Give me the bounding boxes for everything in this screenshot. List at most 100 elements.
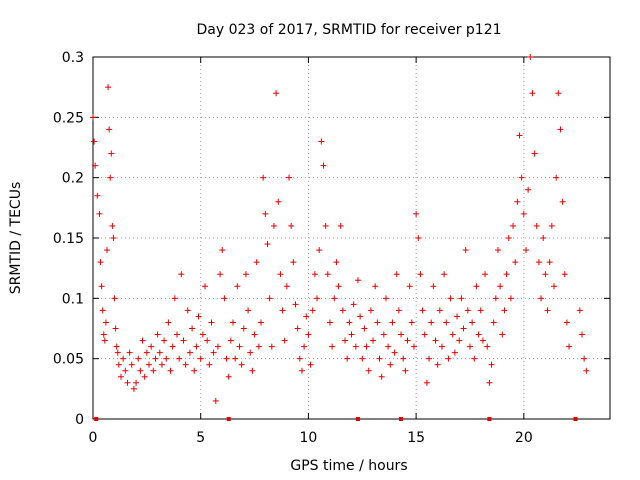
data-point [505,235,512,241]
data-point [281,337,288,344]
data-point [410,343,417,350]
data-point [393,271,400,278]
data-point [247,349,254,356]
data-point [553,174,560,181]
y-tick-label: 0.15 [53,231,84,247]
data-point [283,283,290,290]
data-point [197,355,204,362]
data-point [451,349,458,356]
data-point [219,247,226,254]
data-point [230,319,237,326]
data-point [96,210,103,217]
data-point [161,337,168,344]
data-point [266,295,273,302]
data-point [544,307,551,314]
data-point [189,325,196,332]
data-point [186,349,193,356]
data-point [204,337,211,344]
data-point [389,319,396,326]
data-point [114,349,121,356]
data-point [466,343,473,350]
x-axis-label: GPS time / hours [290,458,407,474]
data-point [275,198,282,205]
data-point [294,325,301,332]
data-point [576,307,583,314]
data-point [108,150,115,157]
data-point [469,319,476,326]
data-point [473,283,480,290]
data-point [331,295,338,302]
data-point [512,259,519,266]
axis-marker [487,417,492,421]
data-point [245,307,252,314]
chart-title: Day 023 of 2017, SRMTID for receiver p12… [196,22,501,38]
data-point [333,259,340,266]
data-point [94,192,101,199]
data-point [454,313,461,320]
data-point [165,319,172,326]
data-point [176,355,183,362]
data-point [372,283,379,290]
data-point [486,379,493,386]
data-point [107,174,114,181]
data-point [426,355,433,362]
data-point [208,319,215,326]
data-point [578,331,585,338]
data-point [408,319,415,326]
data-point [110,235,117,241]
data-point [376,355,383,362]
data-point [443,319,450,326]
data-point [417,271,424,278]
data-point [223,355,230,362]
data-point [128,361,135,368]
data-point [122,367,129,374]
data-point [141,373,148,380]
data-point [494,247,501,254]
data-point [124,379,131,386]
data-point [531,150,538,157]
data-point [566,343,573,350]
data-point [350,301,357,308]
data-point [438,343,445,350]
data-point [148,343,155,350]
data-point [514,198,521,205]
data-point [182,361,189,368]
data-point [361,325,368,332]
data-point [171,295,178,302]
data-point [193,343,200,350]
data-point [548,222,555,229]
data-point [516,132,523,139]
data-point [462,247,469,254]
data-point [520,210,527,217]
data-point [236,343,243,350]
data-point [270,222,277,229]
data-point [432,337,439,344]
data-point [102,319,109,326]
data-point [217,271,224,278]
data-point [113,343,120,350]
data-point [137,367,144,374]
data-point [251,331,258,338]
data-points [90,54,590,404]
data-point [464,307,471,314]
data-point [279,307,286,314]
data-point [112,325,119,332]
data-point [253,259,260,266]
data-point [163,355,170,362]
data-point [398,331,405,338]
data-point [335,283,342,290]
data-point [301,343,308,350]
data-point [174,331,181,338]
data-point [583,367,590,374]
data-point [139,337,146,344]
x-tick-label: 20 [515,430,533,446]
data-point [445,355,452,362]
y-tick-label: 0.2 [62,171,84,187]
data-point [206,361,213,368]
data-point [242,271,249,278]
data-point [305,331,312,338]
data-point [135,355,142,362]
x-tick-label: 10 [300,430,318,446]
data-point [303,313,310,320]
data-point [120,355,127,362]
